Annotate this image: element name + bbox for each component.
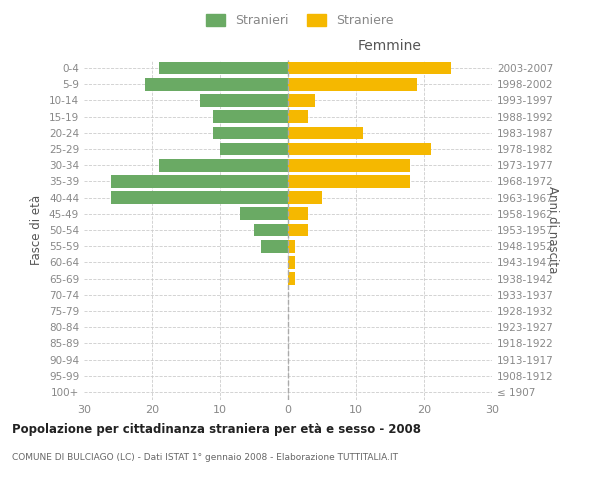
Bar xyxy=(145,78,288,90)
Y-axis label: Anni di nascita: Anni di nascita xyxy=(546,186,559,274)
Y-axis label: Fasce di età: Fasce di età xyxy=(31,195,43,265)
Legend: Stranieri, Straniere: Stranieri, Straniere xyxy=(202,8,398,32)
Bar xyxy=(220,142,288,156)
Bar xyxy=(288,272,295,285)
Bar xyxy=(213,110,288,123)
Bar xyxy=(288,142,431,156)
Bar xyxy=(159,159,288,172)
Bar xyxy=(241,208,288,220)
Bar xyxy=(261,240,288,252)
Bar xyxy=(288,240,295,252)
Bar xyxy=(200,94,288,107)
Bar xyxy=(288,192,322,204)
Bar xyxy=(111,192,288,204)
Text: COMUNE DI BULCIAGO (LC) - Dati ISTAT 1° gennaio 2008 - Elaborazione TUTTITALIA.I: COMUNE DI BULCIAGO (LC) - Dati ISTAT 1° … xyxy=(12,452,398,462)
Text: Femmine: Femmine xyxy=(358,39,422,53)
Bar xyxy=(288,110,308,123)
Bar xyxy=(254,224,288,236)
Bar xyxy=(213,126,288,139)
Bar xyxy=(288,159,410,172)
Bar xyxy=(288,126,363,139)
Bar xyxy=(288,224,308,236)
Bar xyxy=(288,256,295,268)
Bar xyxy=(288,175,410,188)
Bar xyxy=(288,208,308,220)
Bar xyxy=(111,175,288,188)
Bar xyxy=(288,78,417,90)
Bar xyxy=(159,62,288,74)
Bar xyxy=(288,62,451,74)
Bar xyxy=(288,94,315,107)
Text: Popolazione per cittadinanza straniera per età e sesso - 2008: Popolazione per cittadinanza straniera p… xyxy=(12,422,421,436)
